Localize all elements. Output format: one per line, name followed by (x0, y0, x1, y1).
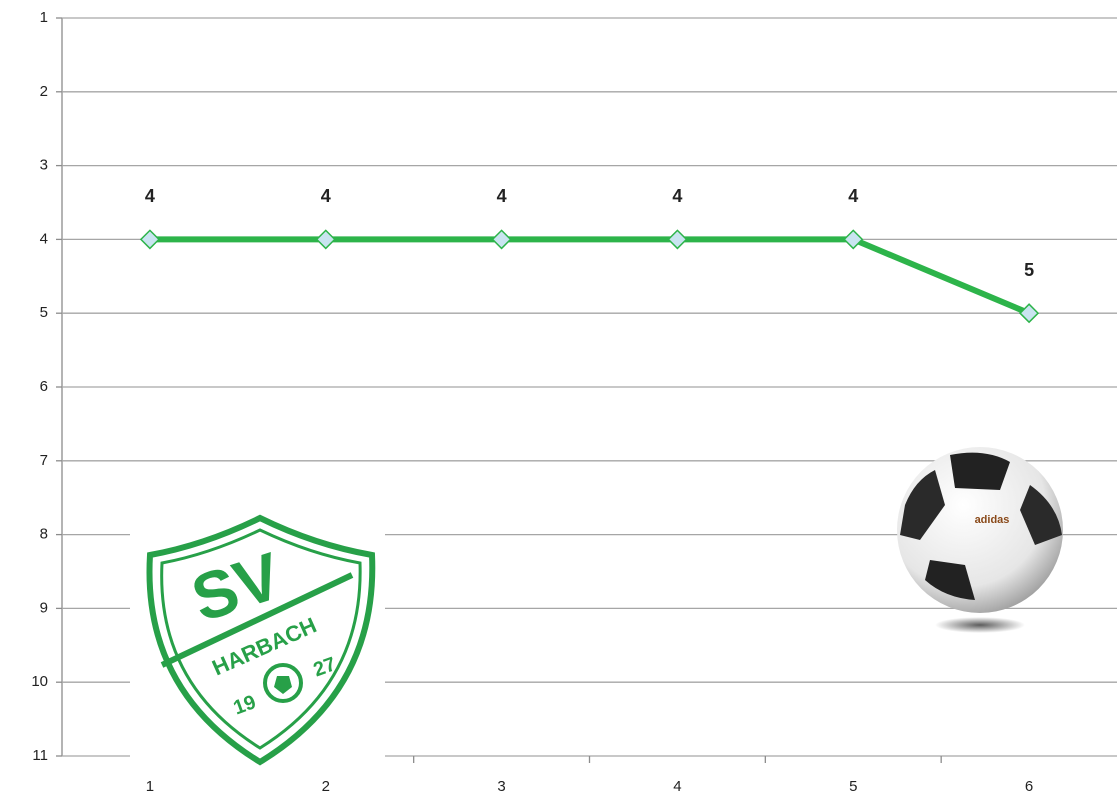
data-label: 5 (1024, 260, 1034, 280)
ball-brand: adidas (975, 514, 1010, 526)
y-tick-label: 7 (40, 452, 48, 469)
marker (843, 229, 864, 250)
data-label: 4 (321, 186, 331, 206)
marker (139, 229, 160, 250)
y-tick-label: 1 (40, 9, 48, 26)
ball-patch (900, 470, 945, 540)
y-tick-label: 2 (40, 83, 48, 100)
data-label: 4 (497, 186, 507, 206)
logo-band (160, 572, 354, 668)
marker (667, 229, 688, 250)
y-tick-label: 3 (40, 157, 48, 174)
y-tick-label: 6 (40, 378, 48, 395)
ball-patch (925, 560, 975, 600)
x-tick-label: 1 (146, 778, 154, 795)
marker (491, 229, 512, 250)
y-tick-label: 5 (40, 304, 48, 321)
x-tick-label: 4 (673, 778, 681, 795)
data-label: 4 (672, 186, 682, 206)
line (149, 236, 1031, 316)
y-tick-label: 9 (40, 599, 48, 616)
x-tick-label: 3 (497, 778, 505, 795)
marker (315, 229, 336, 250)
data-label: 4 (145, 186, 155, 206)
ball-patch (950, 452, 1010, 490)
data-label: 4 (848, 186, 858, 206)
logo-ball-patch (274, 676, 292, 694)
x-tick-label: 6 (1025, 778, 1033, 795)
ball-patch (1020, 485, 1062, 545)
x-tick-label: 5 (849, 778, 857, 795)
ball-shadow (935, 617, 1025, 633)
decoration: SV HARBACH 19 27 adidas (130, 447, 1063, 773)
y-tick-label: 8 (40, 526, 48, 543)
y-tick-label: 10 (31, 673, 48, 690)
x-tick-label: 2 (322, 778, 330, 795)
y-tick-label: 4 (40, 230, 48, 247)
logo-shield-inner (160, 528, 362, 750)
marker (1019, 303, 1040, 324)
y-tick-label: 11 (32, 747, 48, 764)
